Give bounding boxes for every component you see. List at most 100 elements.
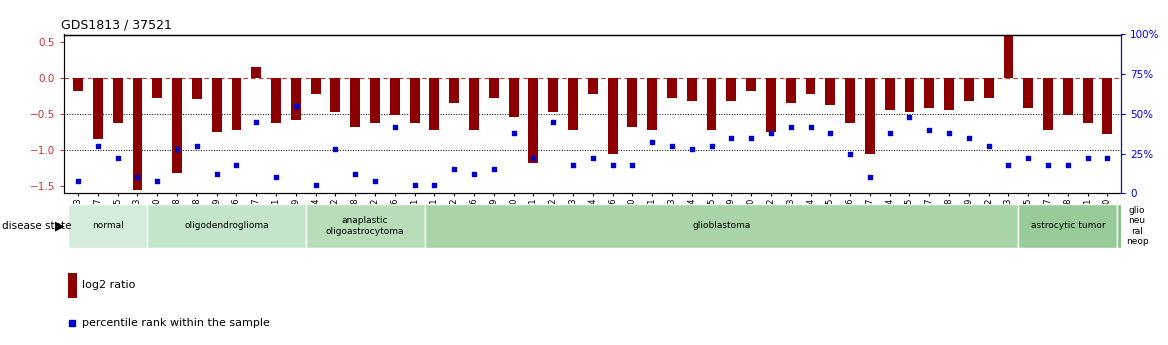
Point bbox=[920, 127, 939, 132]
Point bbox=[188, 143, 207, 148]
Bar bbox=[211, 78, 222, 132]
Text: GDS1813 / 37521: GDS1813 / 37521 bbox=[61, 19, 172, 32]
Bar bbox=[410, 78, 419, 122]
Bar bbox=[568, 78, 578, 130]
Point bbox=[940, 130, 959, 136]
Bar bbox=[786, 78, 795, 103]
Point bbox=[266, 175, 285, 180]
Bar bbox=[390, 78, 399, 115]
Point bbox=[623, 162, 641, 167]
Bar bbox=[113, 78, 123, 122]
Bar bbox=[68, 273, 77, 297]
Point bbox=[207, 171, 225, 177]
Bar bbox=[271, 78, 281, 122]
Bar bbox=[1043, 78, 1054, 130]
Bar bbox=[450, 78, 459, 103]
Bar bbox=[508, 78, 519, 117]
Bar bbox=[147, 204, 306, 248]
Bar bbox=[231, 78, 242, 130]
Bar bbox=[489, 78, 499, 98]
Bar bbox=[865, 78, 875, 154]
Point bbox=[168, 146, 187, 151]
Bar bbox=[904, 78, 915, 112]
Bar bbox=[687, 78, 696, 101]
Point bbox=[1058, 162, 1077, 167]
Point bbox=[999, 162, 1017, 167]
Bar bbox=[1103, 78, 1112, 134]
Point bbox=[781, 124, 800, 129]
Bar bbox=[548, 78, 558, 112]
Bar bbox=[826, 78, 835, 105]
Point bbox=[445, 167, 464, 172]
Point bbox=[861, 175, 880, 180]
Point bbox=[465, 171, 484, 177]
Bar bbox=[470, 78, 479, 130]
Point bbox=[524, 156, 543, 161]
Bar bbox=[726, 78, 736, 101]
Bar bbox=[311, 78, 320, 93]
Bar bbox=[68, 204, 147, 248]
Point bbox=[722, 135, 741, 140]
Point bbox=[326, 146, 345, 151]
Point bbox=[603, 162, 621, 167]
Point bbox=[642, 140, 661, 145]
Bar bbox=[1018, 204, 1118, 248]
Bar bbox=[528, 78, 538, 163]
Point bbox=[227, 162, 245, 167]
Bar bbox=[766, 78, 776, 132]
Point bbox=[762, 130, 780, 136]
Point bbox=[128, 175, 147, 180]
Point bbox=[742, 135, 760, 140]
Point bbox=[841, 151, 860, 156]
Point bbox=[1038, 162, 1057, 167]
Point bbox=[346, 171, 364, 177]
Point bbox=[286, 103, 305, 109]
Text: glio
neu
ral
neop: glio neu ral neop bbox=[1126, 206, 1148, 246]
Bar bbox=[667, 78, 677, 98]
Point bbox=[505, 130, 523, 136]
Point bbox=[246, 119, 265, 125]
Bar bbox=[1083, 78, 1092, 122]
Bar bbox=[424, 204, 1018, 248]
Bar bbox=[152, 78, 162, 98]
Point bbox=[366, 178, 384, 183]
Text: astrocytic tumor: astrocytic tumor bbox=[1030, 221, 1105, 230]
Bar bbox=[1063, 78, 1072, 115]
Bar bbox=[707, 78, 716, 130]
Bar bbox=[924, 78, 934, 108]
Bar bbox=[964, 78, 974, 101]
Point bbox=[89, 143, 107, 148]
Point bbox=[385, 124, 404, 129]
Bar bbox=[846, 78, 855, 122]
Point bbox=[682, 146, 701, 151]
Bar bbox=[74, 78, 83, 91]
Point bbox=[148, 178, 167, 183]
Bar bbox=[1118, 204, 1157, 248]
Point bbox=[405, 183, 424, 188]
Bar bbox=[983, 78, 994, 98]
Bar bbox=[806, 78, 815, 93]
Point bbox=[1078, 156, 1097, 161]
Bar bbox=[746, 78, 756, 91]
Bar bbox=[607, 78, 618, 154]
Text: glioblastoma: glioblastoma bbox=[693, 221, 751, 230]
Bar bbox=[944, 78, 954, 110]
Point bbox=[1018, 156, 1037, 161]
Text: percentile rank within the sample: percentile rank within the sample bbox=[82, 318, 270, 328]
Bar bbox=[93, 78, 103, 139]
Bar bbox=[884, 78, 895, 110]
Bar bbox=[291, 78, 301, 120]
Bar bbox=[370, 78, 380, 122]
Text: normal: normal bbox=[92, 221, 124, 230]
Bar bbox=[251, 67, 262, 78]
Bar bbox=[588, 78, 598, 93]
Bar bbox=[1003, 33, 1014, 78]
Point bbox=[901, 114, 919, 120]
Text: oligodendroglioma: oligodendroglioma bbox=[185, 221, 269, 230]
Point bbox=[1098, 156, 1117, 161]
Bar bbox=[192, 78, 202, 99]
Point bbox=[979, 143, 997, 148]
Point bbox=[662, 143, 681, 148]
Point bbox=[485, 167, 503, 172]
Point bbox=[801, 124, 820, 129]
